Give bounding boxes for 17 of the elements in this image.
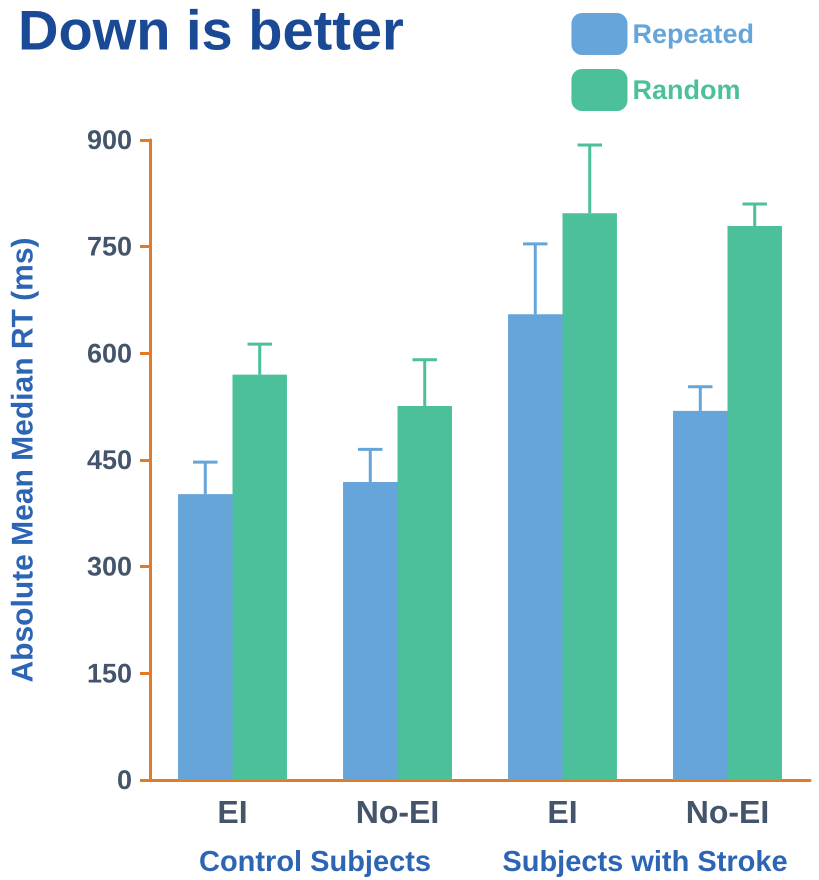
- x-tick-label: No-EI: [356, 794, 440, 830]
- y-tick-label: 0: [116, 765, 132, 795]
- y-axis-title: Absolute Mean Median RT (ms): [6, 237, 40, 683]
- x-tick-label: No-EI: [686, 794, 770, 830]
- y-tick-label: 600: [86, 338, 132, 368]
- y-tick-label: 150: [86, 658, 132, 688]
- y-tick-label: 750: [86, 232, 132, 262]
- legend-label: Random: [632, 75, 740, 105]
- x-tick-label: EI: [217, 794, 248, 830]
- text: Subjects with Stroke: [502, 846, 788, 878]
- y-tick-label: 900: [86, 125, 132, 155]
- chart-title: Down is better: [18, 0, 404, 62]
- text: Control Subjects: [198, 846, 432, 878]
- y-tick-label: 300: [86, 552, 132, 582]
- legend-label: Repeated: [632, 19, 754, 49]
- x-tick-label: EI: [547, 794, 578, 830]
- y-tick-label: 450: [86, 445, 132, 475]
